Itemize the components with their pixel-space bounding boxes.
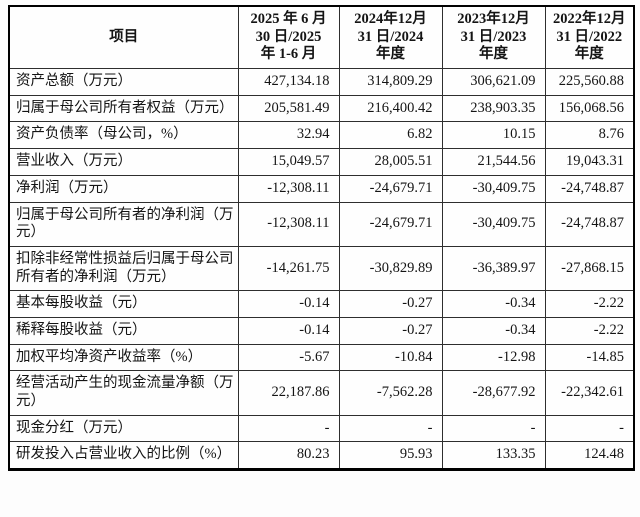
row-label: 资产负债率（母公司，%） <box>8 121 239 150</box>
row-value: -24,748.87 <box>544 201 635 247</box>
header-row: 项目 2025 年 6 月 30 日/2025 年 1-6 月 2024年12月… <box>8 5 635 70</box>
row-value: 80.23 <box>237 441 340 471</box>
table-row: 基本每股收益（元） -0.14 -0.27 -0.34 -2.22 <box>8 290 635 318</box>
row-value: 124.48 <box>544 441 635 471</box>
row-value: -14,261.75 <box>237 245 340 292</box>
row-value: -0.34 <box>441 290 546 318</box>
row-label: 资产总额（万元） <box>8 68 239 96</box>
row-value: 427,134.18 <box>237 68 340 96</box>
row-value: -7,562.28 <box>338 370 443 416</box>
row-value: -0.27 <box>338 290 443 318</box>
row-value: 314,809.29 <box>338 68 443 96</box>
row-value: -0.14 <box>237 316 340 345</box>
row-value: -5.67 <box>237 343 340 372</box>
row-value: 205,581.49 <box>237 94 340 123</box>
row-value: 10.15 <box>441 121 546 150</box>
row-value: -0.34 <box>441 316 546 345</box>
row-value: 225,560.88 <box>544 68 635 96</box>
row-value: -24,679.71 <box>338 174 443 203</box>
row-value: -27,868.15 <box>544 245 635 292</box>
table-row: 资产总额（万元） 427,134.18 314,809.29 306,621.09 22… <box>8 68 635 96</box>
row-label: 净利润（万元） <box>8 174 239 203</box>
table-row: 归属于母公司所有者的净利润（万元） -12,308.11 -24,679.71 -30… <box>8 201 635 247</box>
table-row: 营业收入（万元） 15,049.57 28,005.51 21,544.56 19,04… <box>8 148 635 176</box>
row-label: 现金分红（万元） <box>8 414 239 443</box>
row-value: -0.27 <box>338 316 443 345</box>
header-period-2022: 2022年12月 31 日/2022 年度 <box>544 5 635 70</box>
row-value: 6.82 <box>338 121 443 150</box>
financial-summary-table: 项目 2025 年 6 月 30 日/2025 年 1-6 月 2024年12月… <box>8 5 635 472</box>
row-value: -12.98 <box>441 343 546 372</box>
row-value: -12,308.11 <box>237 201 340 247</box>
row-value: -14.85 <box>544 343 635 372</box>
row-value: - <box>544 414 635 443</box>
row-value: - <box>237 414 340 443</box>
table-row: 加权平均净资产收益率（%） -5.67 -10.84 -12.98 -14.85 <box>8 343 635 372</box>
header-period-2023: 2023年12月 31 日/2023 年度 <box>441 5 546 70</box>
table-row: 扣除非经常性损益后归属于母公司所有者的净利润（万元） -14,261.75 -30,… <box>8 245 635 292</box>
row-value: -24,748.87 <box>544 174 635 203</box>
row-value: 306,621.09 <box>441 68 546 96</box>
row-label: 归属于母公司所有者权益（万元） <box>8 94 239 123</box>
table-row: 净利润（万元） -12,308.11 -24,679.71 -30,409.75 -24… <box>8 174 635 203</box>
header-item-label: 项目 <box>8 5 239 70</box>
table-row: 现金分红（万元） - - - - <box>8 414 635 443</box>
row-value: 21,544.56 <box>441 148 546 176</box>
row-value: -24,679.71 <box>338 201 443 247</box>
row-value: -30,409.75 <box>441 174 546 203</box>
row-value: 22,187.86 <box>237 370 340 416</box>
row-value: -30,829.89 <box>338 245 443 292</box>
table-row: 归属于母公司所有者权益（万元） 205,581.49 216,400.42 238,9… <box>8 94 635 123</box>
row-value: -2.22 <box>544 290 635 318</box>
row-value: - <box>338 414 443 443</box>
row-label: 营业收入（万元） <box>8 148 239 176</box>
row-value: -30,409.75 <box>441 201 546 247</box>
row-value: 8.76 <box>544 121 635 150</box>
row-value: -12,308.11 <box>237 174 340 203</box>
table-body: 资产总额（万元） 427,134.18 314,809.29 306,621.09 22… <box>8 68 635 471</box>
header-period-2025: 2025 年 6 月 30 日/2025 年 1-6 月 <box>237 5 340 70</box>
row-value: 95.93 <box>338 441 443 471</box>
row-label: 基本每股收益（元） <box>8 290 239 318</box>
table-header: 项目 2025 年 6 月 30 日/2025 年 1-6 月 2024年12月… <box>8 5 635 70</box>
row-value: -22,342.61 <box>544 370 635 416</box>
row-value: 238,903.35 <box>441 94 546 123</box>
row-value: 19,043.31 <box>544 148 635 176</box>
row-label: 加权平均净资产收益率（%） <box>8 343 239 372</box>
table-row: 稀释每股收益（元） -0.14 -0.27 -0.34 -2.22 <box>8 316 635 345</box>
row-label: 经营活动产生的现金流量净额（万元） <box>8 370 239 416</box>
table-row: 研发投入占营业收入的比例（%） 80.23 95.93 133.35 124.48 <box>8 441 635 471</box>
header-period-2024: 2024年12月 31 日/2024 年度 <box>338 5 443 70</box>
row-value: -10.84 <box>338 343 443 372</box>
row-value: - <box>441 414 546 443</box>
table-row: 经营活动产生的现金流量净额（万元） 22,187.86 -7,562.28 -28,6… <box>8 370 635 416</box>
row-value: -2.22 <box>544 316 635 345</box>
table-row: 资产负债率（母公司，%） 32.94 6.82 10.15 8.76 <box>8 121 635 150</box>
row-label: 归属于母公司所有者的净利润（万元） <box>8 201 239 247</box>
row-value: -0.14 <box>237 290 340 318</box>
row-value: -36,389.97 <box>441 245 546 292</box>
row-value: -28,677.92 <box>441 370 546 416</box>
row-value: 28,005.51 <box>338 148 443 176</box>
row-label: 稀释每股收益（元） <box>8 316 239 345</box>
row-value: 216,400.42 <box>338 94 443 123</box>
row-label: 扣除非经常性损益后归属于母公司所有者的净利润（万元） <box>8 245 239 292</box>
row-value: 15,049.57 <box>237 148 340 176</box>
row-value: 32.94 <box>237 121 340 150</box>
row-label: 研发投入占营业收入的比例（%） <box>8 441 239 471</box>
row-value: 133.35 <box>441 441 546 471</box>
row-value: 156,068.56 <box>544 94 635 123</box>
